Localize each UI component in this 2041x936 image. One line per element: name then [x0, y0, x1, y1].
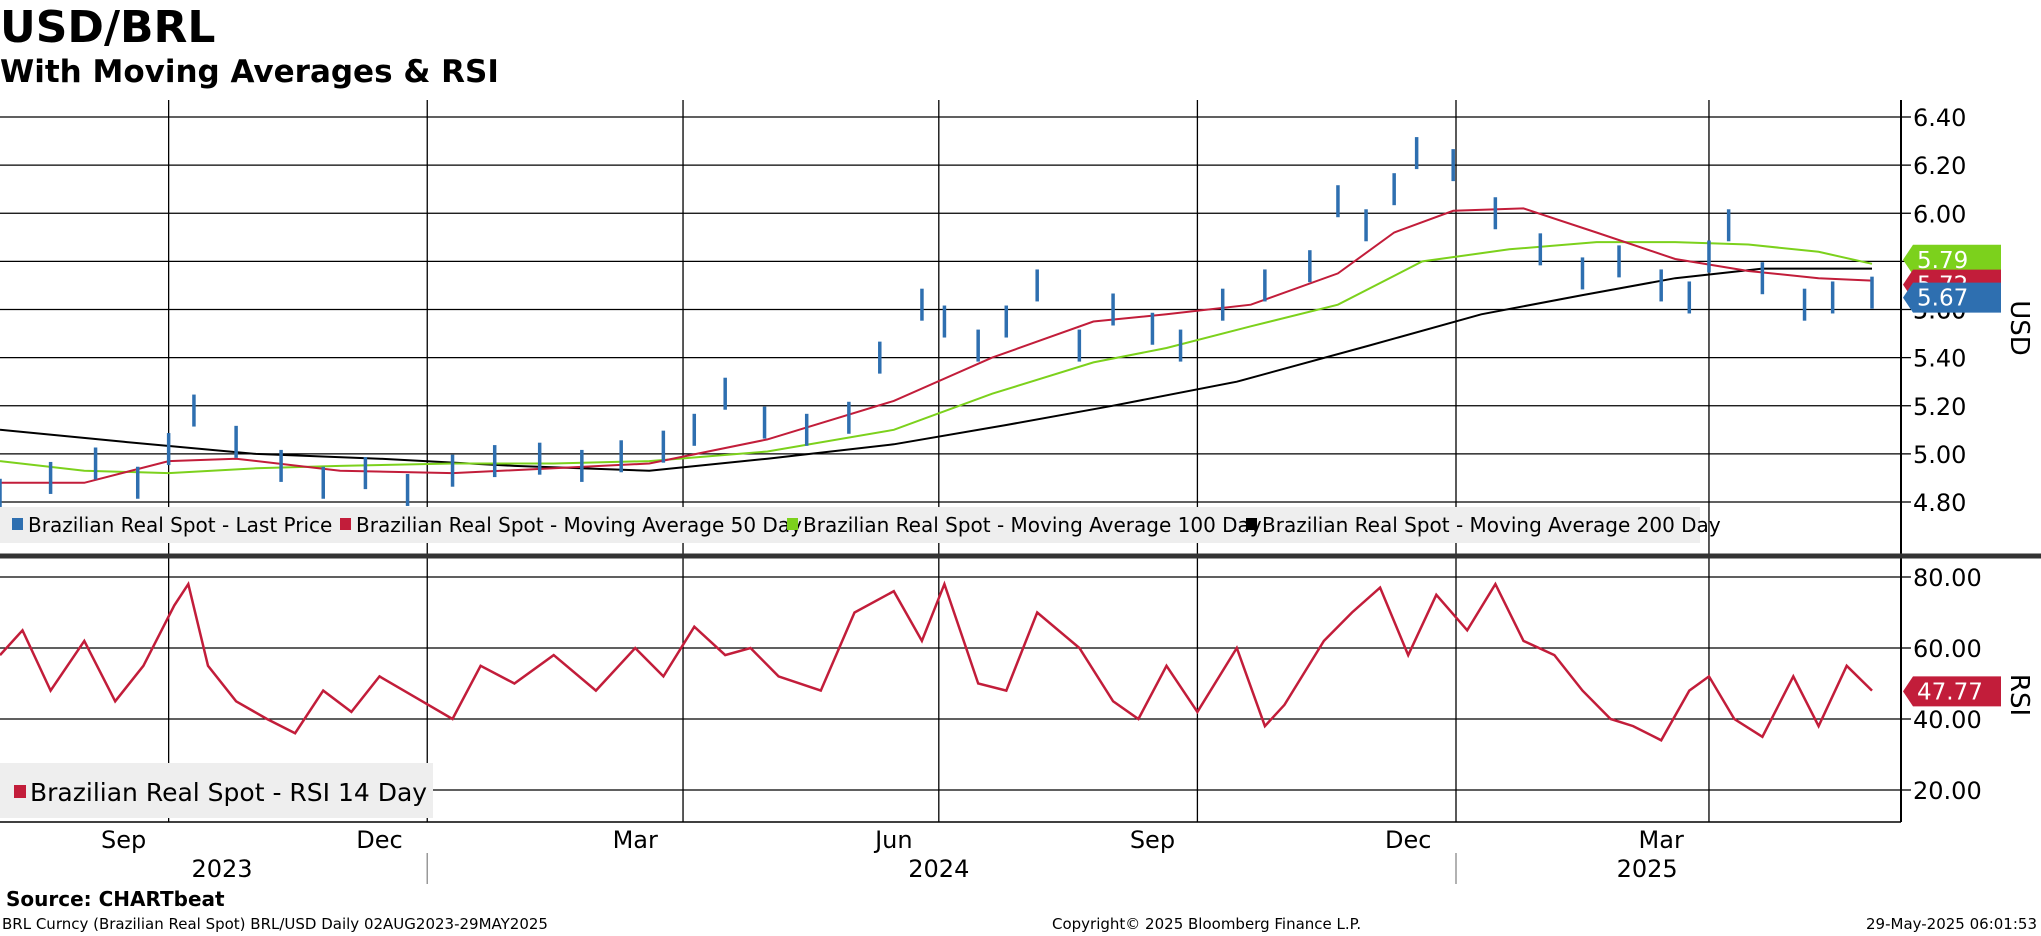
price-last-tag: 5.67: [1903, 282, 2001, 313]
x-month-label: Sep: [101, 826, 146, 854]
legend-last-price-swatch: [12, 518, 23, 530]
x-year-label: 2025: [1617, 855, 1678, 883]
main-y-tick-label: 4.80: [1913, 489, 1966, 517]
rsi-y-axis-title: RSI: [2004, 674, 2034, 716]
ma100-last-tag: 5.79: [1903, 244, 2001, 275]
ma100-last-tag-text: 5.79: [1917, 248, 1968, 274]
timestamp: 29-May-2025 06:01:53: [1866, 915, 2037, 933]
x-month-label: Dec: [1385, 826, 1431, 854]
price-last-tag-shape: [1903, 282, 2001, 313]
legend-ma200-label: Brazilian Real Spot - Moving Average 200…: [1262, 513, 1721, 537]
legend-ma50: Brazilian Real Spot - Moving Average 50 …: [340, 513, 802, 537]
rsi-last-tag-shape: [1903, 676, 2001, 707]
rsi-y-tick-label: 60.00: [1913, 635, 1982, 663]
ma100-line: [0, 241, 1873, 475]
legend-rsi-label: Brazilian Real Spot - RSI 14 Day: [30, 778, 427, 807]
x-month-label: Mar: [1639, 826, 1684, 854]
price-bars: [0, 137, 1874, 511]
rsi-y-tick-label: 80.00: [1913, 564, 1982, 592]
rsi-last-tag: 47.77: [1903, 676, 2001, 707]
main-y-tick-label: 5.00: [1913, 441, 1966, 469]
legend-rsi-swatch: [14, 785, 26, 798]
rsi-y-tick-label: 20.00: [1913, 777, 1982, 805]
main-y-tick-label: 6.00: [1913, 200, 1966, 228]
copyright-notice: Copyright© 2025 Bloomberg Finance L.P.: [1052, 915, 1362, 933]
main-y-tick-label: 6.20: [1913, 152, 1966, 180]
legend-ma200-swatch: [1246, 518, 1257, 530]
legend-ma50-swatch: [340, 518, 351, 530]
main-y-tick-label: 6.40: [1913, 104, 1966, 132]
legend-last-price-label: Brazilian Real Spot - Last Price: [28, 513, 332, 537]
x-month-label: Dec: [356, 826, 402, 854]
legend-ma100-label: Brazilian Real Spot - Moving Average 100…: [803, 513, 1262, 537]
rsi-line: [0, 580, 1873, 742]
main-y-tick-label: 5.20: [1913, 393, 1966, 421]
ma100-last-tag-shape: [1903, 244, 2001, 275]
main-y-tick-label: 5.40: [1913, 345, 1966, 373]
ma50-line: [0, 207, 1873, 484]
legend-ma200: Brazilian Real Spot - Moving Average 200…: [1246, 513, 1721, 537]
legend-ma100-swatch: [787, 518, 798, 530]
x-month-label: Jun: [873, 826, 913, 854]
chart-subtitle: With Moving Averages & RSI: [0, 54, 499, 90]
x-month-label: Sep: [1130, 826, 1175, 854]
x-year-label: 2023: [192, 855, 253, 883]
rsi-y-tick-label: 40.00: [1913, 706, 1982, 734]
legend-last-price: Brazilian Real Spot - Last Price: [12, 513, 332, 537]
source-label: Source: CHARTbeat: [6, 887, 225, 911]
rsi-legend-box: [0, 763, 433, 818]
legend-rsi: Brazilian Real Spot - RSI 14 Day: [14, 778, 427, 807]
legend-ma100: Brazilian Real Spot - Moving Average 100…: [787, 513, 1262, 537]
price-last-tag-text: 5.67: [1917, 286, 1968, 312]
rsi-last-tag-text: 47.77: [1917, 679, 1983, 705]
x-month-label: Mar: [613, 826, 658, 854]
ma200-line: [0, 267, 1872, 472]
main-y-axis-title: USD: [2004, 300, 2034, 356]
main-legend-box: [0, 507, 1700, 543]
legend-ma50-label: Brazilian Real Spot - Moving Average 50 …: [356, 513, 802, 537]
chart-title: USD/BRL: [0, 2, 216, 53]
security-description: BRL Curncy (Brazilian Real Spot) BRL/USD…: [2, 915, 548, 933]
x-year-label: 2024: [908, 855, 969, 883]
